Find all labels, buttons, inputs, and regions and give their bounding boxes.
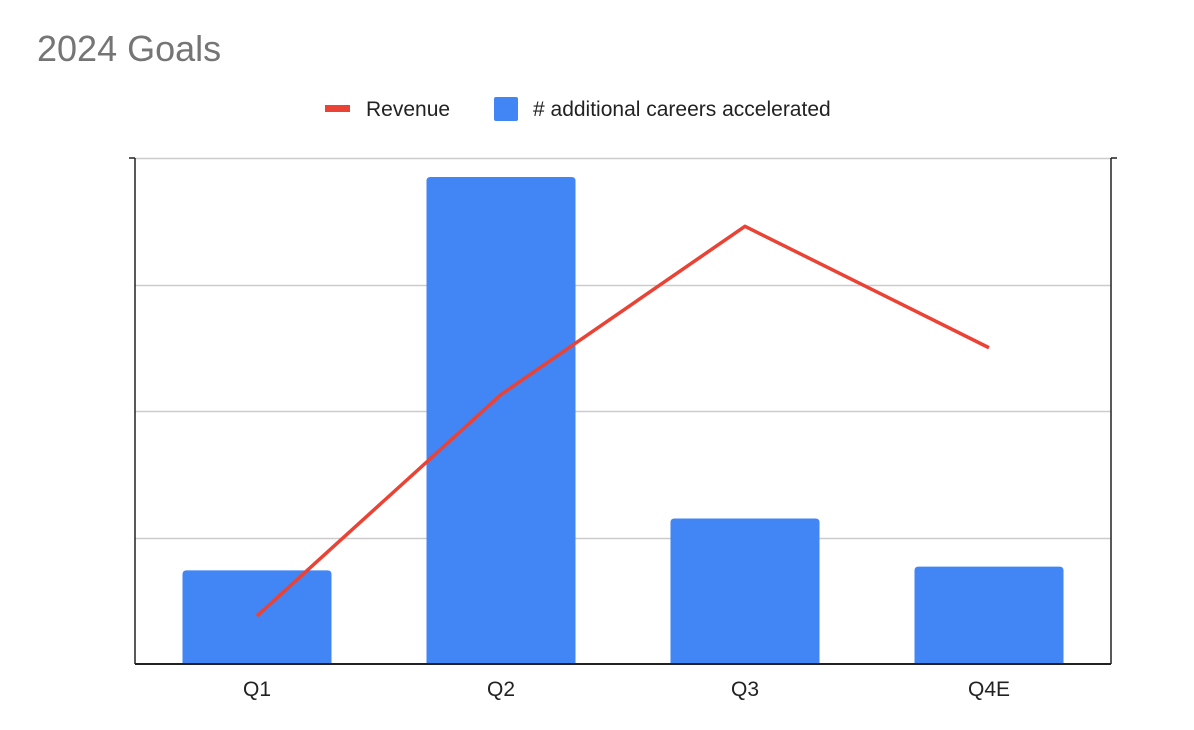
chart-title: 2024 Goals (37, 28, 222, 69)
bar-q4e (914, 566, 1064, 664)
x-tick-label: Q2 (487, 678, 515, 701)
x-tick-label: Q1 (243, 678, 271, 701)
bar-series (182, 176, 1064, 664)
axes (129, 157, 1117, 665)
legend-careers-label: # additional careers accelerated (533, 98, 831, 121)
bar-q3 (670, 518, 820, 664)
x-tick-label: Q3 (731, 678, 759, 701)
legend: Revenue # additional careers accelerated (325, 97, 831, 121)
gridlines (135, 157, 1111, 540)
bar-q2 (426, 176, 576, 664)
legend-careers-swatch (494, 97, 518, 121)
x-tick-label: Q4E (968, 678, 1010, 701)
x-tick-labels: Q1 Q2 Q3 Q4E (243, 678, 1010, 701)
legend-revenue-swatch (325, 105, 350, 112)
line-series (255, 224, 990, 618)
legend-revenue-label: Revenue (366, 98, 450, 121)
bar-q1 (182, 570, 332, 664)
revenue-line (255, 224, 990, 618)
